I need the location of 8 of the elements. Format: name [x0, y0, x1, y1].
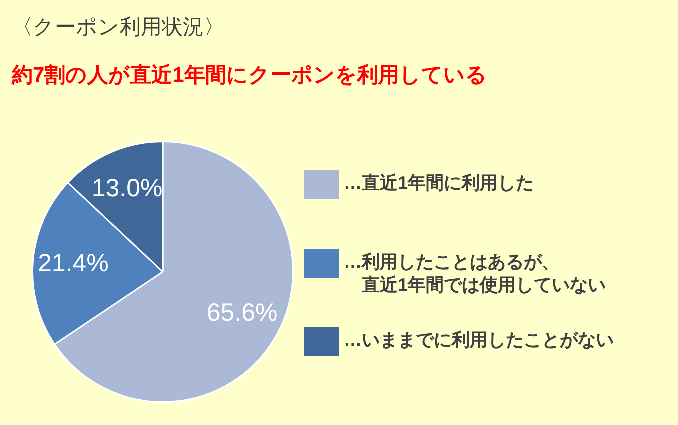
data-label: 65.6%: [206, 299, 278, 328]
data-label: 21.4%: [38, 250, 109, 278]
legend-label: …利用したことはあるが、直近1年間では使用していない: [344, 250, 606, 296]
data-label: 13.0%: [92, 174, 163, 202]
chart-title: 〈クーポン利用状況〉: [12, 15, 225, 41]
legend-label: …直近1年間に利用した: [344, 172, 534, 195]
legend-label: …いままでに利用したことがない: [344, 329, 614, 352]
chart-subtitle: 約7割の人が直近1年間にクーポンを利用している: [12, 63, 488, 89]
